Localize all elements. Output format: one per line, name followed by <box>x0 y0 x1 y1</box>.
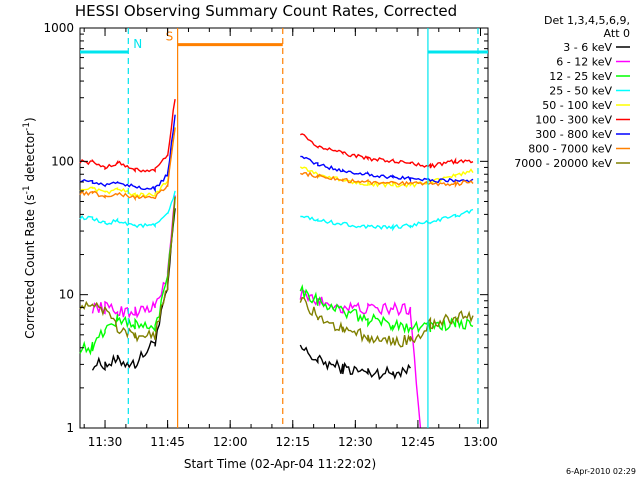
legend-label-4: 50 - 100 keV <box>542 99 612 112</box>
y-axis-label-sup-2: -1 <box>22 122 32 131</box>
y-tick-label-3: 1000 <box>43 21 74 35</box>
series-line-3 <box>79 190 474 232</box>
x-tick-label-4: 12:30 <box>338 435 373 449</box>
y-axis-label-sup-1: -1 <box>22 185 32 194</box>
legend-label-6: 300 - 800 keV <box>535 128 612 141</box>
legend: Det 1,3,4,5,6,9, Att 0 3 - 6 keV 6 - 12 k… <box>514 14 630 170</box>
legend-header-line-2: Att 0 <box>604 27 630 40</box>
series-layer <box>79 98 474 428</box>
series-line-8 <box>79 196 474 348</box>
y-tick-label-1: 10 <box>59 288 74 302</box>
series-line-0 <box>91 208 411 381</box>
x-tick-label-5: 12:45 <box>401 435 436 449</box>
date-stamp: 6-Apr-2010 02:29 <box>566 467 636 476</box>
series-line-5 <box>79 98 474 173</box>
x-tick-label-6: 13:00 <box>463 435 498 449</box>
y-tick-label-2: 100 <box>51 154 74 168</box>
y-tick-label-0: 1 <box>66 421 74 435</box>
y-axis-label-part-3: ) <box>23 117 37 122</box>
legend-label-2: 12 - 25 keV <box>549 70 612 83</box>
y-axis-label-part-2: detector <box>23 131 37 186</box>
x-tick-label-3: 12:15 <box>275 435 310 449</box>
legend-header-line-1: Det 1,3,4,5,6,9, <box>544 14 630 27</box>
legend-label-1: 6 - 12 keV <box>556 56 612 69</box>
legend-label-3: 25 - 50 keV <box>549 85 612 98</box>
legend-label-0: 3 - 6 keV <box>563 41 612 54</box>
chart-title: HESSI Observing Summary Count Rates, Cor… <box>75 2 457 20</box>
segment-label-2: S <box>166 30 174 44</box>
marker-layer: NS <box>80 28 488 428</box>
x-tick-label-1: 11:45 <box>150 435 185 449</box>
series-line-7 <box>79 127 474 202</box>
legend-label-7: 800 - 7000 keV <box>528 143 612 156</box>
segment-label-1: N <box>133 37 142 51</box>
legend-label-5: 100 - 300 keV <box>535 114 612 127</box>
x-tick-label-2: 12:00 <box>213 435 248 449</box>
y-axis-label-part-1: Corrected Count Rate (s <box>23 194 37 338</box>
series-line-1 <box>91 195 422 428</box>
plot-frame <box>79 27 489 429</box>
series-line-6 <box>79 114 474 193</box>
y-axis-label: Corrected Count Rate (s-1 detector-1) <box>22 117 37 338</box>
series-line-2 <box>79 197 474 356</box>
axis-layer: 1 10 100 1000 11:30 11:45 12:00 12:15 12:30 12:45… <box>43 21 497 449</box>
legend-label-8: 7000 - 20000 keV <box>514 157 612 170</box>
x-tick-label-0: 11:30 <box>88 435 123 449</box>
x-axis-label: Start Time (02-Apr-04 11:22:02) <box>184 457 376 471</box>
